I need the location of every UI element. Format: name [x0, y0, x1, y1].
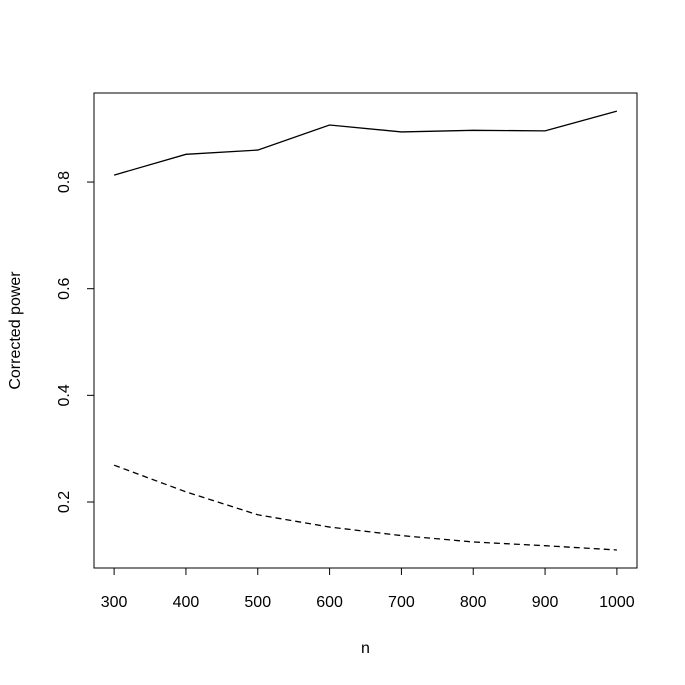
y-tick-label: 0.6: [56, 277, 73, 299]
y-tick-label: 0.2: [56, 491, 73, 513]
x-axis-label: n: [361, 640, 370, 657]
x-tick-label: 900: [532, 594, 559, 611]
data-line: [113, 110, 618, 176]
x-tick-label: 800: [460, 594, 487, 611]
plot-frame: [93, 92, 638, 569]
y-axis-label: Corrected power: [7, 271, 24, 390]
x-tick-label: 600: [316, 594, 343, 611]
x-tick-label: 300: [101, 594, 128, 611]
y-tick-label: 0.4: [56, 384, 73, 406]
x-tick-label: 400: [173, 594, 200, 611]
data-line: [113, 464, 617, 551]
x-tick-label: 1000: [599, 594, 635, 611]
x-tick-label: 500: [244, 594, 271, 611]
y-tick-label: 0.8: [56, 171, 73, 193]
x-tick-label: 700: [388, 594, 415, 611]
